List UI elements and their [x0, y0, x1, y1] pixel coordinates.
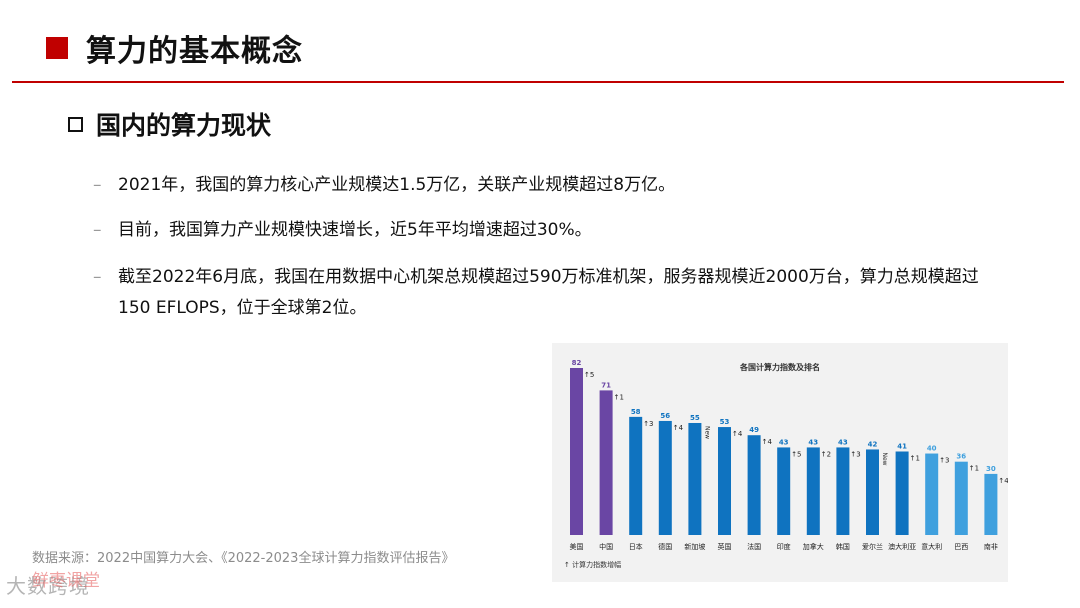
bar-10: [836, 447, 850, 535]
bar-1: [570, 368, 583, 535]
bar-8: [777, 447, 791, 535]
bar-value-label-11: 42: [868, 440, 878, 448]
category-label-8: 印度: [777, 542, 791, 551]
title-divider: [12, 81, 1064, 83]
rank-change-3: ↑3: [643, 420, 653, 428]
bars-layer: 82↑5美国71↑1中国58↑3日本56↑4德国55New新加坡53↑4英国49…: [570, 359, 1009, 551]
bar-12: [895, 451, 909, 535]
rank-change-1: ↑5: [584, 371, 594, 379]
bullet-text-2: 目前，我国算力产业规模快速增长，近5年平均增速超过30%。: [118, 220, 592, 240]
category-label-13: 意大利: [921, 542, 942, 551]
rank-change-8: ↑5: [791, 450, 801, 458]
bar-value-label-12: 41: [897, 443, 907, 451]
bar-13: [925, 453, 939, 535]
bullet-text-1: 2021年，我国的算力核心产业规模达1.5万亿，关联产业规模超过8万亿。: [118, 175, 676, 195]
category-label-5: 新加坡: [684, 542, 705, 551]
rank-change-7: ↑4: [762, 438, 773, 446]
bar-value-label-10: 43: [838, 438, 848, 446]
bar-value-label-15: 30: [986, 465, 996, 473]
title-marker: [46, 37, 68, 59]
category-label-10: 韩国: [836, 542, 850, 551]
bar-9: [806, 447, 820, 535]
chart-legend: ↑ 计算力指数增幅: [564, 560, 621, 569]
bar-2: [599, 390, 613, 535]
bar-value-label-6: 53: [720, 418, 730, 426]
bar-value-label-8: 43: [779, 438, 789, 446]
bar-value-label-4: 56: [660, 412, 670, 420]
subtitle-checkbox-icon: [68, 117, 83, 132]
rank-change-12: ↑1: [910, 455, 920, 463]
bar-value-label-7: 49: [749, 426, 759, 434]
rank-change-15: ↑4: [998, 477, 1008, 485]
bar-5: [688, 422, 702, 535]
bullet-text-3: 截至2022年6月底，我国在用数据中心机架总规模超过590万标准机架，服务器规模…: [118, 267, 979, 318]
category-label-9: 加拿大: [803, 542, 824, 551]
bar-value-label-3: 58: [631, 408, 641, 416]
bar-4: [658, 420, 672, 535]
rank-change-9: ↑2: [821, 450, 831, 458]
rank-change-13: ↑3: [939, 457, 949, 465]
bar-7: [747, 435, 761, 535]
rank-change-10: ↑3: [850, 450, 860, 458]
bar-3: [629, 416, 643, 535]
category-label-2: 中国: [599, 542, 613, 551]
rank-change-11: New: [881, 452, 888, 465]
page-title: 算力的基本概念: [86, 34, 303, 69]
rank-change-6: ↑4: [732, 430, 743, 438]
bar-value-label-1: 82: [572, 359, 582, 367]
category-label-6: 英国: [718, 542, 732, 551]
bar-11: [866, 449, 879, 535]
rank-change-5: New: [703, 426, 710, 439]
category-label-4: 德国: [658, 542, 672, 551]
rank-change-4: ↑4: [673, 424, 684, 432]
rank-change-2: ↑1: [614, 393, 624, 401]
bar-value-label-9: 43: [808, 438, 818, 446]
rank-change-14: ↑1: [969, 465, 979, 473]
bar-14: [954, 461, 968, 535]
bar-chart: 各国计算力指数及排名 82↑5美国71↑1中国58↑3日本56↑4德国55New…: [564, 359, 1009, 569]
bullet-dash-3: –: [93, 267, 102, 287]
bullet-dash-1: –: [93, 175, 102, 195]
bullet-dash-2: –: [93, 220, 102, 240]
bar-6: [718, 427, 731, 535]
watermark: 大数跨境: [6, 574, 90, 598]
category-label-7: 法国: [747, 542, 761, 551]
category-label-15: 南非: [984, 542, 998, 551]
bar-value-label-5: 55: [690, 414, 700, 422]
category-label-12: 澳大利亚: [888, 542, 916, 551]
chart-title: 各国计算力指数及排名: [739, 362, 820, 372]
bar-value-label-13: 40: [927, 445, 937, 453]
bar-value-label-14: 36: [956, 453, 966, 461]
category-label-1: 美国: [570, 542, 584, 551]
section-subtitle: 国内的算力现状: [96, 111, 272, 140]
watermark-red: 鲜枣课堂: [32, 571, 100, 591]
bar-15: [984, 473, 998, 535]
data-source-note: 数据来源：2022中国算力大会、《2022-2023全球计算力指数评估报告》: [32, 551, 455, 566]
chart-panel: 各国计算力指数及排名 82 ↑5 美国 71 ↑1 中国 58 ↑3 日本 56 ↑4 德国 55 New…: [552, 343, 1008, 582]
bar-value-label-2: 71: [601, 381, 611, 389]
category-label-11: 爱尔兰: [862, 542, 883, 551]
category-label-14: 巴西: [954, 543, 968, 551]
category-label-3: 日本: [629, 542, 643, 551]
